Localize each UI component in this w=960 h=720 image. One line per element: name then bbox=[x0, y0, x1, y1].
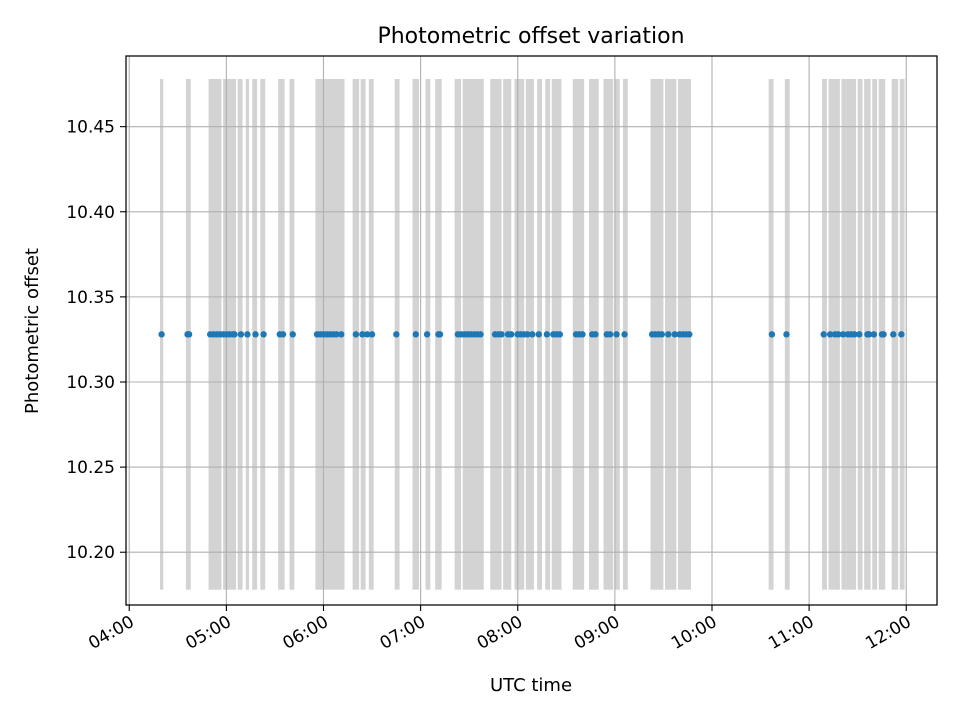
data-point bbox=[231, 331, 238, 338]
data-point bbox=[543, 331, 551, 338]
data-point bbox=[477, 331, 484, 338]
x-axis-label: UTC time bbox=[490, 675, 572, 696]
y-axis-label: Photometric offset bbox=[22, 248, 43, 414]
plot-frame bbox=[125, 55, 938, 606]
x-tick-label: 09:00 bbox=[571, 612, 623, 654]
data-point bbox=[671, 331, 678, 338]
data-point bbox=[393, 331, 400, 338]
grid-lines bbox=[126, 56, 937, 605]
data-point bbox=[665, 331, 672, 338]
y-tick-label: 10.40 bbox=[66, 203, 115, 223]
data-point bbox=[613, 331, 620, 338]
data-point bbox=[606, 331, 614, 338]
data-point bbox=[820, 331, 827, 338]
data-point bbox=[529, 331, 536, 338]
data-point bbox=[768, 331, 776, 338]
data-point bbox=[368, 331, 376, 338]
x-tick-label: 10:00 bbox=[668, 612, 720, 654]
data-point bbox=[289, 331, 296, 338]
y-axis-ticks: 10.20 10.25 10.30 10.35 10.40 10.45 bbox=[66, 118, 126, 563]
data-point bbox=[158, 331, 165, 338]
data-point bbox=[535, 331, 542, 338]
data-point bbox=[898, 331, 905, 338]
x-tick-label: 06:00 bbox=[280, 612, 332, 654]
data-point bbox=[579, 331, 586, 338]
data-point bbox=[880, 331, 887, 338]
data-point bbox=[658, 331, 666, 338]
data-point bbox=[865, 331, 873, 338]
x-axis-ticks: 04:00 05:00 06:00 07:00 08:00 09:00 10:00 11:00… bbox=[85, 605, 915, 654]
data-point bbox=[839, 331, 847, 338]
data-point bbox=[333, 331, 340, 338]
data-point bbox=[363, 331, 371, 338]
data-point bbox=[498, 331, 505, 338]
data-point bbox=[621, 331, 628, 338]
y-tick-label: 10.20 bbox=[66, 543, 115, 563]
data-point bbox=[237, 331, 245, 338]
data-point bbox=[524, 331, 531, 338]
data-point bbox=[412, 331, 419, 338]
x-tick-label: 05:00 bbox=[182, 612, 234, 654]
x-tick-label: 08:00 bbox=[474, 612, 526, 654]
data-points bbox=[158, 331, 905, 338]
data-point bbox=[556, 331, 564, 338]
data-point bbox=[352, 331, 360, 338]
data-point bbox=[359, 331, 366, 338]
data-point bbox=[252, 331, 259, 338]
x-tick-label: 04:00 bbox=[85, 612, 137, 654]
data-point bbox=[279, 331, 287, 338]
data-point bbox=[826, 331, 834, 338]
x-tick-label: 07:00 bbox=[377, 612, 429, 654]
x-tick-label: 12:00 bbox=[862, 612, 914, 654]
data-point bbox=[338, 331, 345, 338]
data-point bbox=[423, 331, 431, 338]
data-point bbox=[260, 331, 267, 338]
data-point bbox=[244, 331, 251, 338]
x-tick-label: 11:00 bbox=[765, 612, 817, 654]
data-point bbox=[783, 331, 790, 338]
data-point bbox=[592, 331, 599, 338]
data-point bbox=[856, 331, 863, 338]
data-point bbox=[686, 331, 693, 338]
chart-title: Photometric offset variation bbox=[377, 24, 684, 49]
data-point bbox=[508, 331, 515, 338]
data-point bbox=[835, 331, 842, 338]
data-point bbox=[890, 331, 897, 338]
y-tick-label: 10.25 bbox=[66, 458, 115, 478]
data-point bbox=[436, 331, 444, 338]
data-point bbox=[870, 331, 878, 338]
data-point bbox=[185, 331, 193, 338]
y-tick-label: 10.45 bbox=[66, 118, 115, 138]
data-point bbox=[851, 331, 858, 338]
y-tick-label: 10.30 bbox=[66, 373, 115, 393]
y-tick-label: 10.35 bbox=[66, 288, 115, 308]
